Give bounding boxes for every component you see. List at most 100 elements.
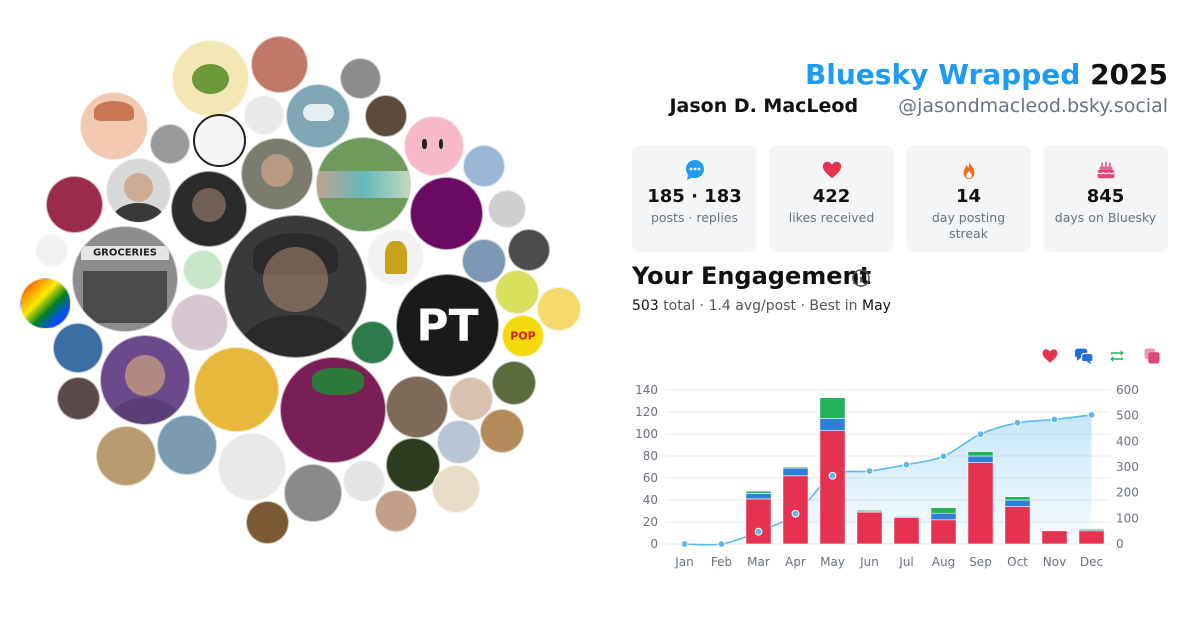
bar-reposts — [1078, 528, 1105, 531]
avatar-glowing-tree[interactable] — [386, 438, 440, 492]
avatar-man-orange-glasses[interactable] — [432, 465, 480, 513]
avatar-comic-hero[interactable] — [495, 270, 539, 314]
avatar-cross-logo[interactable] — [367, 229, 424, 286]
avatar-rainbow-flag[interactable] — [20, 278, 71, 329]
avatar-logo-stack[interactable] — [35, 234, 68, 267]
avatar-food-plates[interactable] — [246, 501, 289, 544]
cumulative-point — [791, 509, 800, 518]
avatar-woman-dark-hair[interactable] — [449, 377, 493, 421]
cumulative-point — [680, 540, 689, 548]
avatar-dog[interactable] — [488, 190, 526, 228]
avatar-man-outdoors[interactable] — [462, 239, 506, 283]
avatar-man-profile[interactable] — [492, 361, 536, 405]
bar-replies — [930, 512, 957, 521]
avatar-man-with-glasses-2[interactable] — [241, 138, 313, 210]
cumulative-point — [1087, 410, 1096, 419]
bar-likes — [1078, 530, 1105, 545]
avatar-cartoon-blue-hat[interactable] — [537, 287, 581, 331]
avatar-cat[interactable] — [508, 229, 550, 271]
avatar-man-blue-shirt[interactable] — [53, 323, 103, 373]
year-title: 2025 — [1090, 58, 1168, 91]
x-tick-label: May — [820, 555, 845, 569]
avatar-man-sunglasses[interactable] — [480, 409, 524, 453]
avatar-vr-headset[interactable] — [150, 124, 190, 164]
avatar-man-in-tux[interactable] — [106, 158, 171, 223]
avatar-man-smiling[interactable] — [284, 464, 342, 522]
avatar-press-cartoon[interactable] — [218, 433, 286, 501]
x-tick-label: Jun — [859, 555, 879, 569]
avatar-illustrated-bald-man[interactable] — [244, 95, 284, 135]
stat-value: 845 — [1086, 186, 1125, 207]
avatar-couple[interactable] — [57, 377, 100, 420]
avatar-pink-kirby[interactable] — [404, 116, 464, 176]
repost-icon[interactable] — [1108, 347, 1126, 369]
avatar-anime-green-hair[interactable] — [171, 294, 228, 351]
avatar-pink-glitch-art[interactable] — [410, 177, 483, 250]
user-handle[interactable]: @jasondmacleod.bsky.social — [898, 95, 1168, 117]
avatar-woman-green-dress[interactable] — [351, 321, 394, 364]
avatar-illustrated-sun-mascot[interactable] — [194, 347, 279, 432]
quote-icon[interactable] — [1143, 347, 1161, 369]
avatar-groceries-storefront[interactable]: GROCERIES — [72, 226, 178, 332]
flame-icon — [906, 159, 1031, 181]
bar-replies — [893, 516, 920, 518]
avatar-man-eating[interactable] — [251, 36, 308, 93]
avatar-cartoon-lizard[interactable] — [172, 40, 249, 117]
avatar-bearded-man-glasses[interactable] — [100, 335, 190, 425]
groceries-sign-text: GROCERIES — [92, 247, 158, 259]
avatar-mech-pilot-anime[interactable] — [316, 137, 411, 232]
avatar-pop-crave[interactable]: POP — [502, 315, 544, 357]
y-left-tick-label: 40 — [643, 493, 658, 507]
avatar-featured-man-cigarette[interactable] — [224, 215, 367, 358]
heart-icon — [769, 159, 894, 181]
y-left-tick-label: 120 — [635, 405, 658, 419]
reply-bubble-icon[interactable] — [1074, 347, 1094, 369]
engagement-average: 1.4 avg/post — [708, 298, 796, 314]
stat-label: posts · replies — [650, 210, 739, 225]
avatar-man-street[interactable] — [96, 426, 156, 486]
info-icon[interactable] — [851, 268, 871, 292]
bar-likes — [1041, 530, 1068, 545]
bar-replies — [967, 455, 994, 463]
y-right-tick-label: 300 — [1116, 460, 1139, 474]
bar-reposts — [819, 397, 846, 419]
user-name: Jason D. MacLeod — [669, 95, 859, 117]
stat-value: 14 — [955, 186, 982, 207]
avatar-pixel-character[interactable] — [183, 250, 223, 290]
avatar-blurry-face[interactable] — [157, 415, 217, 475]
bar-reposts — [745, 490, 772, 494]
bar-likes — [930, 519, 957, 545]
avatar-man-suit[interactable] — [343, 460, 385, 502]
bar-replies — [782, 467, 809, 477]
engagement-best-month: May — [862, 298, 891, 314]
bar-likes — [819, 430, 846, 545]
y-left-tick-label: 140 — [635, 383, 658, 397]
cumulative-point — [939, 452, 948, 461]
cumulative-point — [717, 540, 726, 548]
heart-icon[interactable] — [1041, 347, 1059, 369]
avatar-man-beard-podcast[interactable] — [386, 376, 448, 438]
bar-reposts — [930, 507, 957, 514]
avatar-dark-portrait[interactable] — [171, 171, 247, 247]
stat-card-posts: 185 · 183 posts · replies — [632, 145, 757, 252]
avatar-woman-hat[interactable] — [463, 145, 505, 187]
avatar-man-tv[interactable] — [46, 176, 103, 233]
avatar-man-glasses-beard[interactable] — [340, 58, 381, 99]
stat-card-streak: 14 day posting streak — [906, 145, 1031, 252]
engagement-total-value: 503 — [632, 298, 659, 314]
y-left-tick-label: 60 — [643, 471, 658, 485]
avatar-capitol-building[interactable] — [437, 420, 481, 464]
avatar-woman-redhead[interactable] — [80, 92, 148, 160]
avatar-purple-cartoon[interactable] — [280, 357, 386, 463]
cumulative-point — [1050, 415, 1059, 424]
avatar-headphones-man[interactable] — [365, 95, 407, 137]
engagement-chart: 0 20 40 60 80 100 120 140 0 100 200 300 400 500 600 Jan… — [635, 383, 1139, 569]
bar-likes — [1004, 506, 1031, 545]
brand-title: Bluesky Wrapped — [804, 58, 1081, 91]
avatar-badge-logo[interactable] — [193, 114, 246, 167]
bar-likes — [745, 498, 772, 545]
avatar-weather-logo[interactable] — [286, 84, 350, 148]
avatar-woman-beach[interactable] — [375, 490, 417, 532]
avatar-pt-logo[interactable]: PT — [396, 274, 499, 377]
birthday-cake-icon — [1043, 159, 1168, 181]
